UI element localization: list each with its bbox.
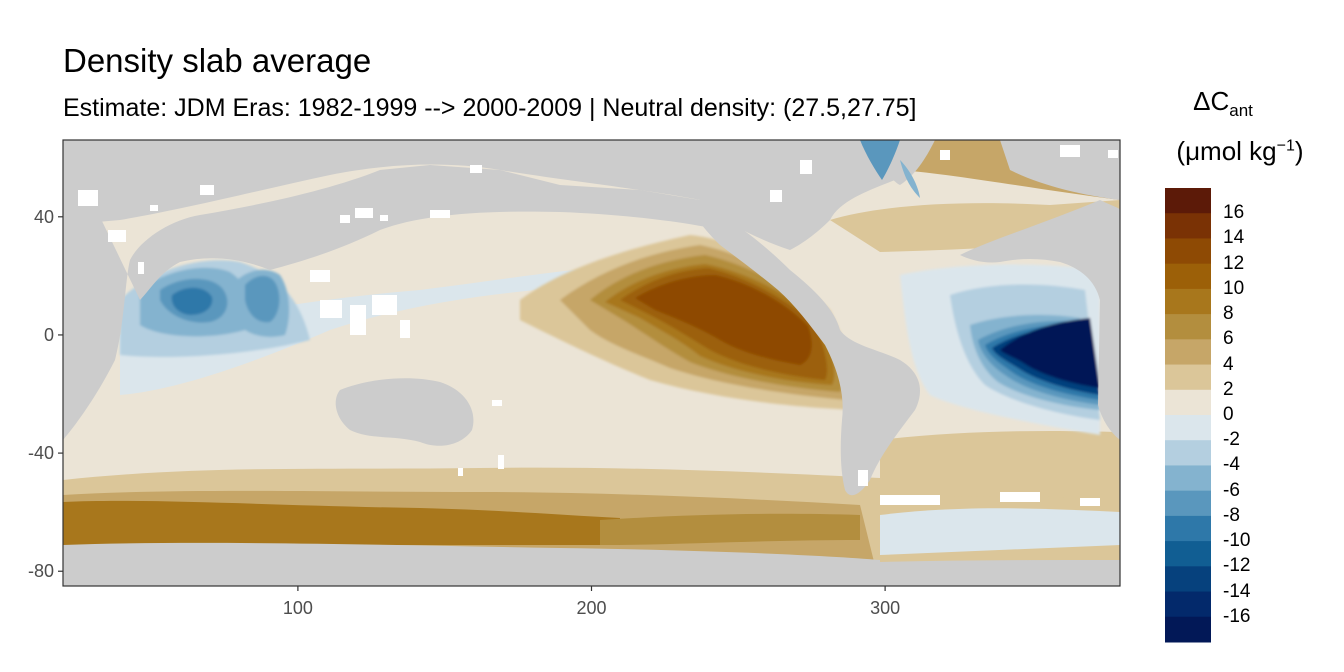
legend-swatch bbox=[1165, 188, 1211, 214]
legend-label: 4 bbox=[1223, 353, 1234, 375]
legend-swatch bbox=[1165, 465, 1211, 492]
southern-ocean-band-warm bbox=[600, 513, 860, 545]
legend-label: -6 bbox=[1223, 479, 1240, 501]
y-tick-label: 40 bbox=[34, 207, 54, 227]
legend-swatch bbox=[1165, 339, 1211, 366]
legend-swatch bbox=[1165, 541, 1211, 567]
x-tick-label: 100 bbox=[283, 598, 313, 618]
legend-label: 14 bbox=[1223, 227, 1245, 249]
map-panel bbox=[63, 140, 1120, 586]
legend-label: -8 bbox=[1223, 504, 1240, 526]
legend-swatch bbox=[1165, 440, 1211, 466]
legend-label: 6 bbox=[1223, 328, 1234, 350]
legend-title-subscript: ant bbox=[1229, 101, 1253, 121]
x-tick-label: 300 bbox=[870, 598, 900, 618]
legend-label: -12 bbox=[1223, 555, 1251, 577]
legend-swatch bbox=[1165, 389, 1211, 416]
legend-swatch bbox=[1165, 263, 1211, 290]
legend-swatch bbox=[1165, 616, 1211, 643]
legend-unit-prefix: (μmol kg bbox=[1176, 136, 1277, 166]
legend-label: 10 bbox=[1223, 277, 1245, 299]
legend-label: -10 bbox=[1223, 530, 1251, 552]
atlantic-south-blue bbox=[880, 508, 1120, 555]
north-atlantic-blue-streak bbox=[860, 140, 920, 198]
land-masses bbox=[63, 140, 1120, 586]
legend-swatch bbox=[1165, 515, 1211, 542]
legend-label: 16 bbox=[1223, 202, 1245, 224]
legend-swatch bbox=[1165, 591, 1211, 618]
legend-colorbar bbox=[1165, 188, 1211, 643]
legend-swatch bbox=[1165, 490, 1211, 517]
legend-label: 12 bbox=[1223, 252, 1245, 274]
legend-label: 8 bbox=[1223, 303, 1234, 325]
chart-subtitle: Estimate: JDM Eras: 1982-1999 --> 2000-2… bbox=[63, 94, 917, 122]
equatorial-blue-band bbox=[120, 268, 600, 395]
atlantic-south-band bbox=[880, 430, 1120, 500]
legend-title-symbol: ΔC bbox=[1193, 86, 1230, 116]
legend-label: -2 bbox=[1223, 429, 1240, 451]
legend-unit-suffix: ) bbox=[1294, 136, 1304, 166]
indian-ocean-anomaly bbox=[120, 260, 310, 357]
legend-label: -16 bbox=[1223, 605, 1251, 627]
legend-swatch bbox=[1165, 314, 1211, 340]
no-data-patches bbox=[78, 145, 1118, 506]
southern-ocean-band-dark bbox=[63, 500, 620, 545]
legend-title: ΔCant bbox=[1168, 86, 1278, 121]
legend-unit: (μmol kg−1) bbox=[1150, 136, 1330, 167]
legend-swatch bbox=[1165, 288, 1211, 315]
legend-swatch bbox=[1165, 213, 1211, 239]
legend-swatch bbox=[1165, 238, 1211, 265]
legend-swatch bbox=[1165, 364, 1211, 391]
legend-label: -4 bbox=[1223, 454, 1240, 476]
legend-label: -14 bbox=[1223, 580, 1251, 602]
y-tick-label: -40 bbox=[28, 443, 54, 463]
legend-swatch bbox=[1165, 566, 1211, 593]
y-tick-label: -80 bbox=[28, 561, 54, 581]
atlantic-negative-anomaly bbox=[900, 264, 1100, 435]
legend-label: 0 bbox=[1223, 404, 1234, 425]
x-tick-label: 200 bbox=[576, 598, 606, 618]
y-tick-label: 0 bbox=[44, 325, 54, 345]
chart-title: Density slab average bbox=[63, 42, 372, 79]
legend-unit-exponent: −1 bbox=[1276, 137, 1295, 155]
legend-label: 2 bbox=[1223, 378, 1234, 400]
legend-swatch bbox=[1165, 415, 1211, 441]
